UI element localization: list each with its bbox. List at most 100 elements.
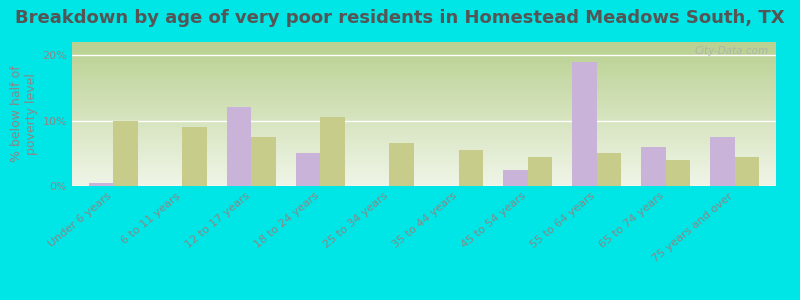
Bar (72, 170, 776, 172)
Bar (72, 148, 776, 150)
Bar (72, 182, 776, 183)
Bar (72, 143, 776, 144)
Bar (72, 175, 776, 176)
Bar (72, 64, 776, 65)
Bar (72, 183, 776, 184)
Bar (182, 127, 206, 186)
Bar (72, 172, 776, 173)
Bar (72, 153, 776, 154)
Bar (72, 98, 776, 100)
Bar (72, 111, 776, 112)
Bar (72, 89, 776, 91)
Bar (251, 137, 276, 186)
Bar (72, 95, 776, 97)
Bar (227, 107, 251, 186)
Bar (72, 88, 776, 89)
Bar (72, 167, 776, 169)
Bar (72, 134, 776, 136)
Bar (72, 67, 776, 68)
Bar (72, 44, 776, 45)
Bar (72, 161, 776, 163)
Bar (72, 48, 776, 49)
Bar (72, 94, 776, 95)
Bar (296, 153, 321, 186)
Bar (72, 177, 776, 179)
Bar (72, 61, 776, 62)
Bar (72, 76, 776, 78)
Bar (72, 123, 776, 124)
Bar (72, 133, 776, 134)
Bar (72, 56, 776, 58)
Bar (72, 46, 776, 48)
Bar (72, 128, 776, 130)
Bar (72, 169, 776, 170)
Bar (597, 153, 621, 186)
Bar (72, 110, 776, 111)
Bar (527, 157, 552, 186)
Bar (72, 159, 776, 160)
Bar (72, 176, 776, 177)
Bar (72, 49, 776, 51)
Bar (72, 100, 776, 101)
Bar (72, 78, 776, 80)
Bar (72, 81, 776, 82)
Bar (72, 69, 776, 71)
Bar (72, 75, 776, 76)
Bar (72, 116, 776, 117)
Bar (72, 120, 776, 121)
Bar (72, 117, 776, 118)
Bar (72, 112, 776, 114)
Bar (710, 137, 734, 186)
Bar (72, 104, 776, 105)
Bar (72, 144, 776, 146)
Bar (72, 91, 776, 92)
Bar (72, 130, 776, 131)
Bar (458, 150, 482, 186)
Bar (72, 59, 776, 61)
Bar (72, 152, 776, 153)
Bar (72, 58, 776, 59)
Bar (72, 124, 776, 125)
Bar (114, 121, 138, 186)
Bar (72, 80, 776, 81)
Bar (72, 163, 776, 164)
Bar (72, 71, 776, 72)
Bar (572, 61, 597, 186)
Bar (72, 51, 776, 52)
Text: Breakdown by age of very poor residents in Homestead Meadows South, TX: Breakdown by age of very poor residents … (15, 9, 785, 27)
Bar (72, 74, 776, 75)
Bar (390, 143, 414, 186)
Bar (72, 42, 776, 44)
Bar (72, 141, 776, 143)
Bar (72, 127, 776, 128)
Bar (90, 183, 114, 186)
Bar (72, 82, 776, 84)
Bar (72, 105, 776, 107)
Bar (72, 146, 776, 147)
Bar (72, 121, 776, 123)
Bar (72, 160, 776, 161)
Bar (503, 169, 527, 186)
Bar (72, 140, 776, 141)
Bar (72, 131, 776, 133)
Bar (72, 179, 776, 180)
Bar (72, 101, 776, 103)
Bar (321, 117, 345, 186)
Bar (72, 184, 776, 186)
Bar (72, 114, 776, 116)
Bar (72, 150, 776, 152)
Bar (72, 68, 776, 69)
Bar (72, 147, 776, 148)
Bar (72, 53, 776, 55)
Text: City-Data.com: City-Data.com (695, 46, 769, 56)
Bar (72, 97, 776, 98)
Bar (72, 62, 776, 64)
Y-axis label: % below half of
poverty level: % below half of poverty level (10, 66, 38, 162)
Bar (72, 108, 776, 110)
Bar (72, 52, 776, 53)
Bar (72, 72, 776, 74)
Bar (72, 156, 776, 157)
Bar (734, 157, 758, 186)
Bar (72, 164, 776, 166)
Bar (72, 118, 776, 120)
